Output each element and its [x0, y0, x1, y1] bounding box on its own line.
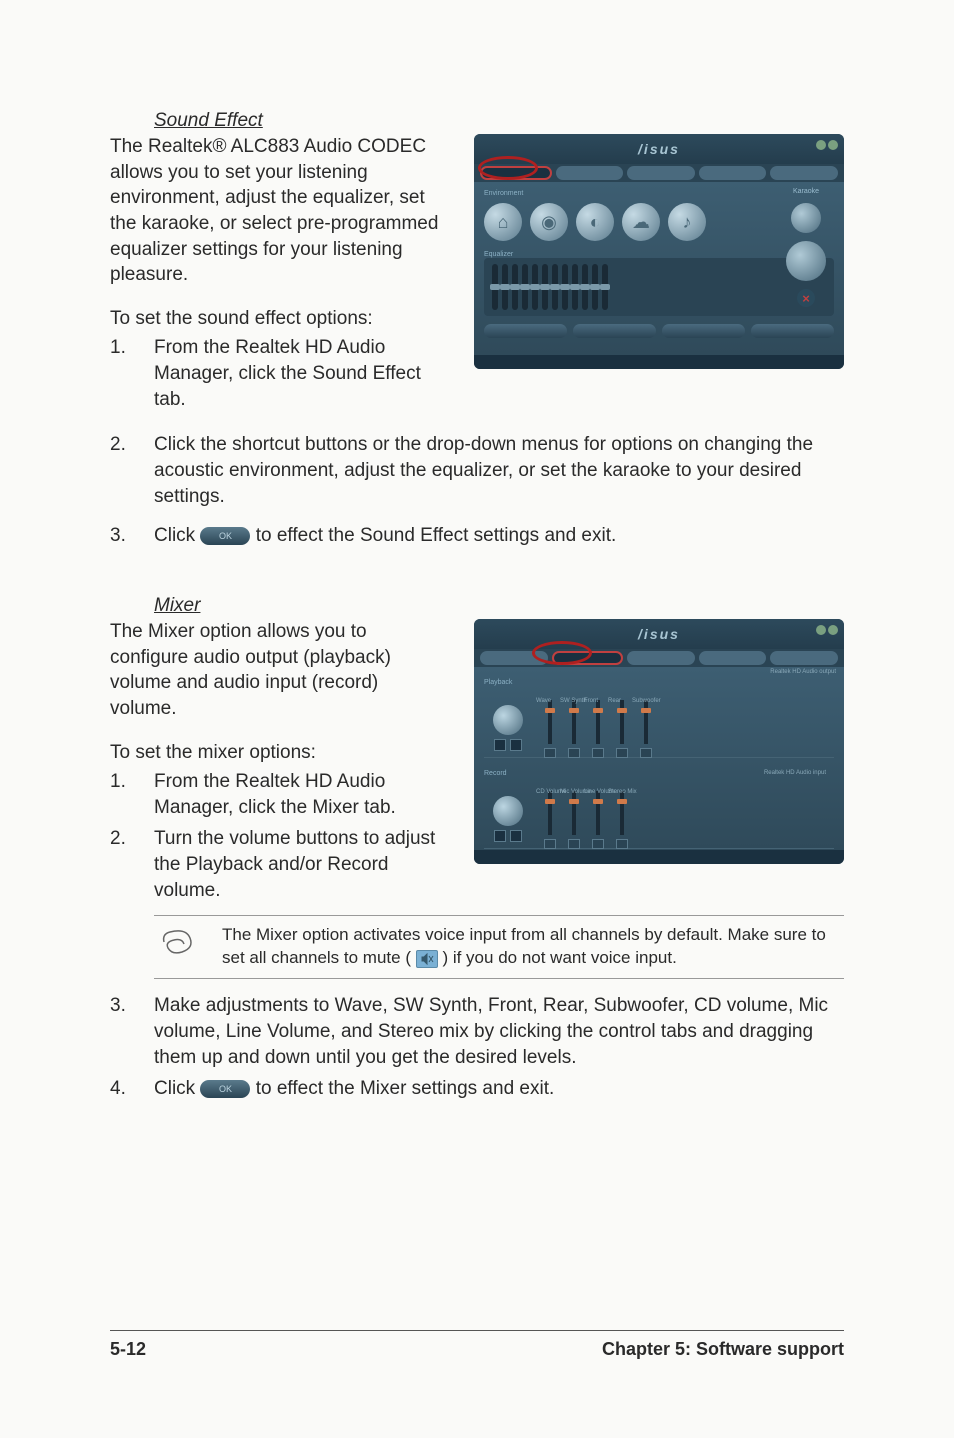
step-text-part: to effect the Sound Effect settings and …	[256, 525, 617, 546]
step-text: Click to effect the Mixer settings and e…	[154, 1076, 844, 1102]
mixer-screenshot: /isus Playback Realtek HD Audio output	[474, 619, 844, 864]
list-item: 3. Make adjustments to Wave, SW Synth, F…	[110, 993, 844, 1070]
step-text-part: to effect the Mixer settings and exit.	[256, 1078, 555, 1099]
mute-icon	[416, 950, 438, 968]
step-text: From the Realtek HD Audio Manager, click…	[154, 335, 444, 412]
step-number: 1.	[110, 769, 154, 820]
step-text: Click the shortcut buttons or the drop-d…	[154, 432, 844, 509]
step-text: From the Realtek HD Audio Manager, click…	[154, 769, 444, 820]
step-text: Turn the volume buttons to adjust the Pl…	[154, 826, 444, 903]
karaoke-dial-icon	[786, 241, 826, 281]
step-text-part: Click	[154, 525, 200, 546]
page-number: 5-12	[110, 1339, 146, 1360]
slider-icon: Front	[596, 700, 600, 744]
sound-effect-intro: The Realtek® ALC883 Audio CODEC allows y…	[110, 134, 444, 288]
tab-audio-io	[627, 651, 695, 665]
list-item: 2. Turn the volume buttons to adjust the…	[110, 826, 444, 903]
chapter-title: Chapter 5: Software support	[602, 1339, 844, 1360]
step-number: 1.	[110, 335, 154, 412]
asus-logo: /isus	[638, 141, 680, 157]
tab-mixer	[556, 166, 624, 180]
list-item: 4. Click to effect the Mixer settings an…	[110, 1076, 844, 1102]
record-volume-knob-icon	[493, 796, 523, 826]
step-number: 2.	[110, 432, 154, 509]
page-footer: 5-12 Chapter 5: Software support	[110, 1330, 844, 1360]
note-text-part: ) if you do not want voice input.	[442, 948, 676, 967]
list-item: 3. Click to effect the Sound Effect sett…	[110, 523, 844, 549]
playback-label: Playback	[484, 679, 834, 686]
step-text: Click to effect the Sound Effect setting…	[154, 523, 844, 549]
tab-audio-io	[627, 166, 695, 180]
ok-button-icon	[200, 1080, 250, 1098]
slider-icon: Subwoofer	[644, 700, 648, 744]
slider-icon: Rear	[620, 700, 624, 744]
ok-button-icon	[200, 527, 250, 545]
slider-icon: CD Volume	[548, 791, 552, 835]
playback-volume-knob-icon	[493, 705, 523, 735]
note-callout: The Mixer option activates voice input f…	[154, 915, 844, 979]
list-item: 2. Click the shortcut buttons or the dro…	[110, 432, 844, 509]
env-button-icon: ⌂	[484, 203, 522, 241]
env-button-icon: ♪	[668, 203, 706, 241]
sound-effect-heading: Sound Effect	[154, 110, 844, 132]
window-controls-icon	[816, 625, 838, 635]
window-controls-icon	[816, 140, 838, 150]
karaoke-label: Karaoke	[793, 188, 819, 195]
step-number: 3.	[110, 523, 154, 549]
preset-buttons	[484, 324, 834, 338]
tab-microphone	[699, 166, 767, 180]
mixer-lead: To set the mixer options:	[110, 740, 444, 766]
slider-icon: Stereo Mix	[620, 791, 624, 835]
record-device-label: Realtek HD Audio input	[764, 770, 826, 776]
list-item: 1. From the Realtek HD Audio Manager, cl…	[110, 335, 444, 412]
close-x-icon: ×	[797, 289, 815, 307]
sound-effect-lead: To set the sound effect options:	[110, 306, 444, 332]
tab-3d-audio	[770, 651, 838, 665]
env-button-icon: ◉	[530, 203, 568, 241]
env-button-icon: ◐	[576, 203, 614, 241]
highlight-oval-icon	[478, 156, 538, 180]
asus-logo: /isus	[638, 626, 680, 642]
step-text: Make adjustments to Wave, SW Synth, Fron…	[154, 993, 844, 1070]
sound-effect-screenshot: /isus Environment ⌂ ◉ ◐ ☁ ♪ Equali	[474, 134, 844, 369]
step-text-part: Click	[154, 1078, 200, 1099]
karaoke-knob-icon	[791, 203, 821, 233]
slider-icon: Mic Volume	[572, 791, 576, 835]
mixer-heading: Mixer	[154, 595, 844, 617]
slider-icon: SW Synth	[572, 700, 576, 744]
note-paperclip-icon	[158, 924, 198, 960]
slider-icon: Wave	[548, 700, 552, 744]
playback-device-label: Realtek HD Audio output	[770, 669, 836, 675]
screenshot-titlebar: /isus	[474, 619, 844, 649]
env-button-icon: ☁	[622, 203, 660, 241]
screenshot-tabs	[474, 649, 844, 667]
mixer-intro: The Mixer option allows you to configure…	[110, 619, 444, 722]
step-number: 3.	[110, 993, 154, 1070]
tab-microphone	[699, 651, 767, 665]
list-item: 1. From the Realtek HD Audio Manager, cl…	[110, 769, 444, 820]
slider-icon: Line Volume	[596, 791, 600, 835]
step-number: 2.	[110, 826, 154, 903]
step-number: 4.	[110, 1076, 154, 1102]
highlight-oval-icon	[532, 641, 592, 665]
tab-3d-audio	[770, 166, 838, 180]
